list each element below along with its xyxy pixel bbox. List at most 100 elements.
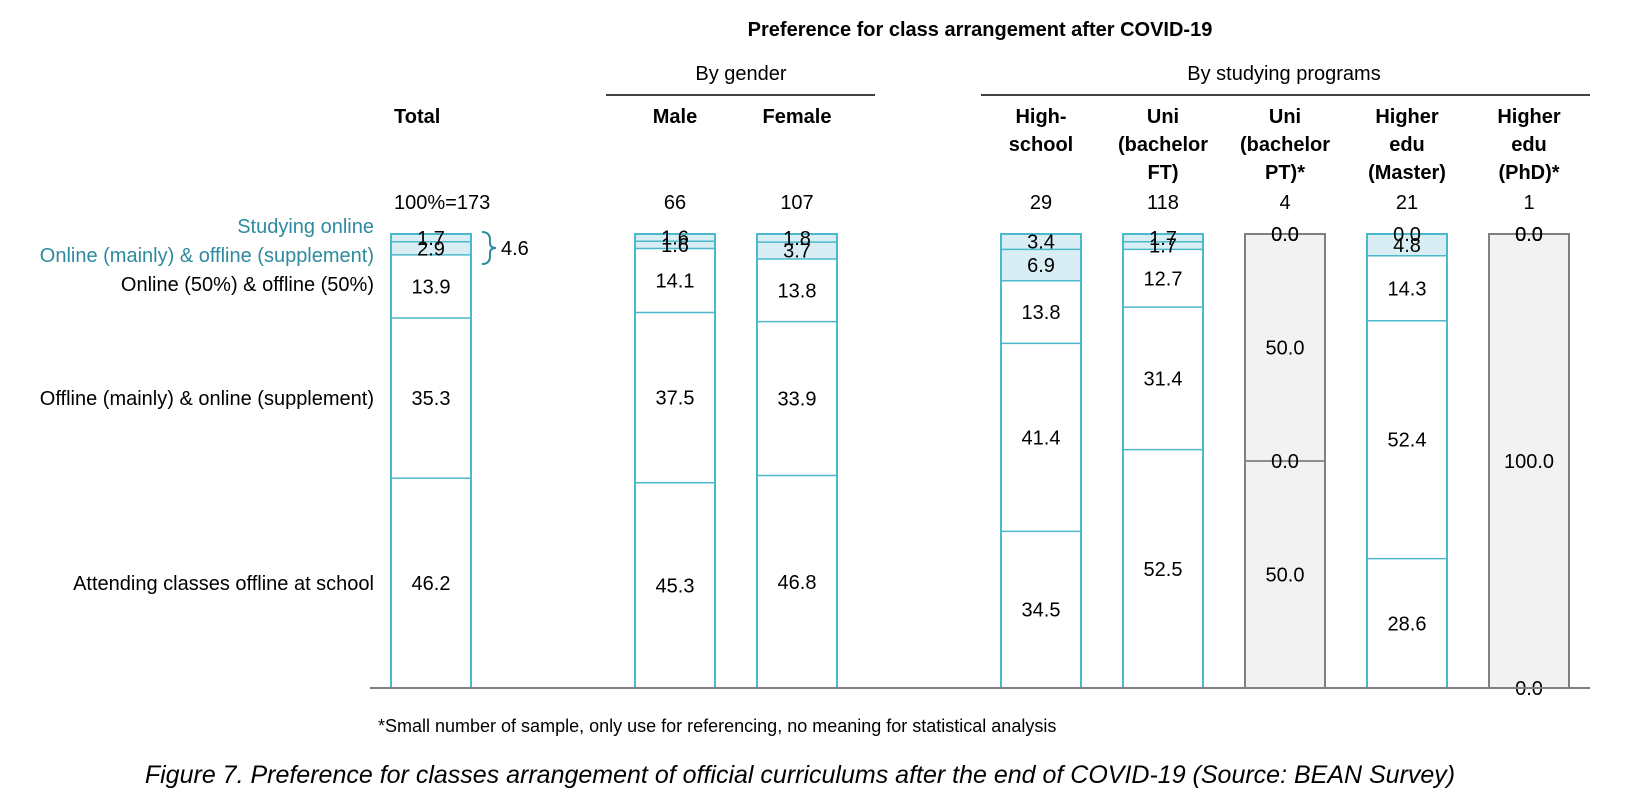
bars: 1.72.913.935.346.21.61.614.137.545.31.83… (390, 224, 1570, 700)
value-label-attending-classes-offline-at-school-4: 34.5 (1022, 600, 1061, 622)
bar-segment-online-50-offline-50-4 (1001, 280, 1081, 344)
value-label-studying-online-1: 1.7 (417, 228, 445, 250)
value-label-online-50-offline-50-2: 14.1 (656, 271, 695, 293)
row-label-online-mainly-offline-supplement: Online (mainly) & offline (supplement) (40, 245, 374, 267)
bar-high-school: 3.46.9 13.8 41.4 34.5 (1000, 232, 1082, 689)
column-header-total-line-1: Total (394, 106, 440, 128)
value-label-offline-mainly-online-supplement-5: 31.4 (1144, 368, 1183, 390)
bar-segment-online-mainly-offline-supplement-4 (1001, 249, 1081, 281)
value-label-offline-mainly-online-supplement-4: 41.4 (1022, 427, 1061, 449)
bar-segment-attending-classes-offline-at-school-2 (635, 482, 715, 689)
value-label-online-50-offline-50-8: 0.0 (1515, 224, 1543, 246)
bar-segment-offline-mainly-online-supplement-7 (1367, 320, 1447, 559)
bar-segment-online-mainly-offline-supplement-5 (1123, 241, 1203, 250)
value-label-attending-classes-offline-at-school-6: 50.0 (1266, 565, 1305, 587)
bar-uni-bachelor-pt: 0.00.050.00.050.0 (1244, 224, 1326, 689)
bar-segment-offline-mainly-online-supplement-5 (1123, 307, 1203, 450)
value-label-attending-classes-offline-at-school-5: 52.5 (1144, 559, 1183, 581)
bar-segment-offline-mainly-online-supplement-8 (1489, 234, 1569, 688)
figure-caption: Figure 7. Preference for classes arrange… (145, 761, 1455, 789)
value-label-studying-online-3: 1.8 (783, 228, 811, 250)
value-label-studying-online-5: 1.7 (1149, 228, 1177, 250)
value-label-offline-mainly-online-supplement-3: 33.9 (778, 389, 817, 411)
bar-segment-attending-classes-offline-at-school-5 (1123, 449, 1203, 688)
bar-higher-edu-master: 0.04.8 14.3 52.4 28.6 (1366, 224, 1448, 689)
value-label-online-mainly-offline-supplement-2: 1.6 (661, 235, 689, 257)
bar-segment-studying-online-5 (1123, 234, 1203, 242)
row-label-studying-online: Studying online (237, 216, 374, 238)
bar-segment-online-50-offline-50-7 (1367, 255, 1447, 321)
value-label-online-50-offline-50-6: 50.0 (1266, 338, 1305, 360)
row-label-offline-mainly-online-supplement: Offline (mainly) & online (supplement) (40, 388, 374, 410)
value-label-online-50-offline-50-7: 14.3 (1388, 278, 1427, 300)
column-header-higher-edu-master-line-3: (Master) (1368, 162, 1446, 184)
value-label-online-mainly-offline-supplement-1: 2.9 (417, 238, 445, 260)
column-header-higher-edu-master-line-1: Higher (1375, 106, 1439, 128)
bar-segment-online-mainly-offline-supplement-3 (757, 242, 837, 259)
bar-segment-online-50-offline-50-3 (757, 258, 837, 322)
row-labels: Studying online Online (mainly) & offline… (40, 216, 374, 595)
n-label-uni-bachelor-ft: 118 (1147, 192, 1179, 214)
column-header-uni-bachelor-ft-line-2: (bachelor (1118, 134, 1208, 156)
column-header-higher-edu-phd-line-3: (PhD)* (1498, 162, 1559, 184)
bar-segment-attending-classes-offline-at-school-6 (1245, 461, 1325, 688)
value-label-online-50-offline-50-1: 13.9 (412, 276, 451, 298)
value-label-studying-online-6: 0.0 (1271, 224, 1299, 246)
row-label-attending-classes-offline-at-school: Attending classes offline at school (73, 573, 374, 595)
value-label-studying-online-2: 1.6 (661, 228, 689, 250)
n-label-male: 66 (664, 192, 686, 214)
value-label-online-50-offline-50-3: 13.8 (778, 280, 817, 302)
bar-segment-online-50-offline-50-2 (635, 248, 715, 313)
value-label-studying-online-7: 0.0 (1393, 224, 1421, 246)
value-label-attending-classes-offline-at-school-7: 28.6 (1388, 614, 1427, 636)
value-label-offline-mainly-online-supplement-8: 100.0 (1504, 451, 1554, 473)
value-label-attending-classes-offline-at-school-3: 46.8 (778, 572, 817, 594)
value-label-online-mainly-offline-supplement-4: 6.9 (1027, 255, 1055, 277)
n-label-higher-edu-master: 21 (1396, 192, 1418, 214)
column-header-uni-bachelor-ft-line-1: Uni (1147, 106, 1179, 128)
column-header-higher-edu-phd-line-1: Higher (1497, 106, 1561, 128)
value-label-studying-online-8: 0.0 (1515, 224, 1543, 246)
bar-segment-attending-classes-offline-at-school-4 (1001, 531, 1081, 688)
bar-segment-online-mainly-offline-supplement-2 (635, 241, 715, 249)
n-label-uni-bachelor-pt: 4 (1279, 192, 1290, 214)
bar-segment-online-mainly-offline-supplement-1 (391, 241, 471, 255)
column-header-female-line-1: Female (763, 106, 832, 128)
group-label-gender: By gender (695, 63, 787, 85)
bar-segment-attending-classes-offline-at-school-7 (1367, 558, 1447, 689)
bar-segment-attending-classes-offline-at-school-3 (757, 475, 837, 688)
column-header-uni-bachelor-pt-line-2: (bachelor (1240, 134, 1330, 156)
bar-segment-studying-online-4 (1001, 234, 1081, 250)
bar-segment-offline-mainly-online-supplement-3 (757, 321, 837, 476)
n-label-higher-edu-phd: 1 (1523, 192, 1534, 214)
n-label-total: 100%=173 (394, 192, 490, 214)
value-label-online-mainly-offline-supplement-6: 0.0 (1271, 224, 1299, 246)
bar-segment-offline-mainly-online-supplement-1 (391, 317, 471, 479)
value-label-offline-mainly-online-supplement-7: 52.4 (1388, 430, 1427, 452)
bracket-4-6: 4.6 (481, 231, 529, 265)
value-label-studying-online-4: 3.4 (1027, 232, 1055, 254)
bar-segment-attending-classes-offline-at-school-1 (391, 478, 471, 688)
value-label-attending-classes-offline-at-school-1: 46.2 (412, 573, 451, 595)
value-label-offline-mainly-online-supplement-1: 35.3 (412, 388, 451, 410)
chart-title: Preference for class arrangement after C… (748, 19, 1213, 41)
bar-uni-bachelor-ft: 1.71.7 12.7 31.4 52.5 (1122, 228, 1204, 689)
column-header-higher-edu-master-line-2: edu (1389, 134, 1425, 156)
column-header-uni-bachelor-pt-line-3: PT)* (1265, 162, 1305, 184)
column-header-high-school-line-1: High- (1015, 106, 1066, 128)
bar-female: 1.83.7 13.8 33.9 46.8 (756, 228, 838, 689)
column-headers: Total 100%=173 Male 66 Female 107 High-school 2… (394, 106, 1561, 214)
value-label-offline-mainly-online-supplement-2: 37.5 (656, 388, 695, 410)
value-label-online-50-offline-50-5: 12.7 (1144, 268, 1183, 290)
value-label-attending-classes-offline-at-school-2: 45.3 (656, 576, 695, 598)
value-label-offline-mainly-online-supplement-6: 0.0 (1271, 451, 1299, 473)
bar-segment-studying-online-2 (635, 234, 715, 242)
row-label-online-50-offline-50: Online (50%) & offline (50%) (121, 274, 374, 296)
n-label-female: 107 (780, 192, 813, 214)
column-header-higher-edu-phd-line-2: edu (1511, 134, 1547, 156)
bar-segment-online-50-offline-50-5 (1123, 249, 1203, 308)
value-label-online-50-offline-50-4: 13.8 (1022, 302, 1061, 324)
bar-segment-studying-online-1 (391, 234, 471, 242)
